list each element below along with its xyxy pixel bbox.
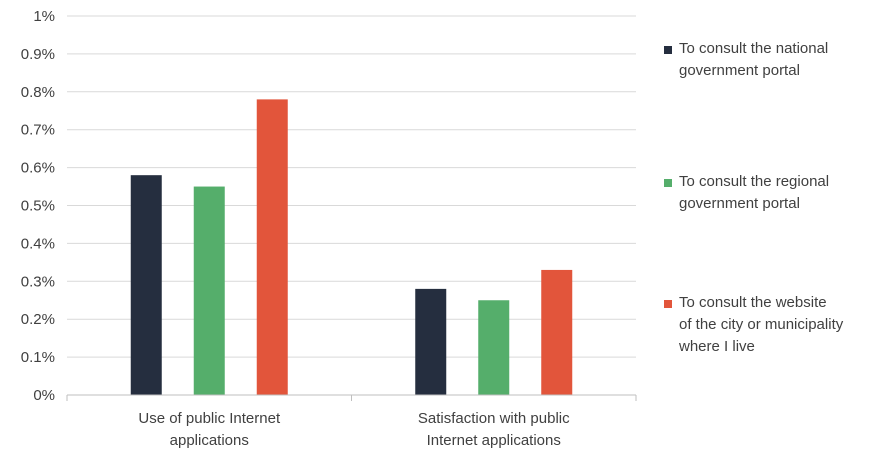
legend-item-national: To consult the national government porta…: [664, 38, 869, 82]
y-tick-label: 0.9%: [21, 46, 55, 63]
x-axis: [66, 394, 637, 401]
y-tick-label: 0.3%: [21, 273, 55, 290]
y-tick-label: 1%: [33, 8, 55, 25]
bar: [193, 186, 225, 395]
x-category-label: Satisfaction with public: [418, 410, 570, 427]
bar-chart: 0% 0.1% 0.2% 0.3% 0.4% 0.5% 0.6% 0.7% 0.8% 0.9% 1%…: [21, 8, 637, 449]
legend-label-line: To consult the website: [679, 294, 827, 311]
bar: [541, 269, 573, 395]
y-tick-label: 0.4%: [21, 235, 55, 252]
y-tick-label: 0.2%: [21, 311, 55, 328]
legend-label-line: government portal: [679, 195, 800, 212]
y-tick-label: 0.6%: [21, 160, 55, 177]
legend-label-line: where I live: [679, 338, 755, 355]
legend-swatch-municipal: [664, 300, 672, 308]
legend-label-municipal: To consult the website of the city or mu…: [679, 292, 869, 358]
y-tick-label: 0.8%: [21, 84, 55, 101]
gridlines: [67, 15, 636, 358]
legend-item-municipal: To consult the website of the city or mu…: [664, 292, 869, 358]
legend-label-line: of the city or municipality: [679, 316, 844, 333]
legend-label-line: To consult the national: [679, 40, 829, 57]
y-tick-label: 0.1%: [21, 349, 55, 366]
legend-swatch-national: [664, 46, 672, 54]
y-axis-ticks: 0% 0.1% 0.2% 0.3% 0.4% 0.5% 0.6% 0.7% 0.8% 0.9% 1%: [21, 8, 55, 404]
legend-label-line: government portal: [679, 62, 800, 79]
x-category-label: Internet applications: [427, 432, 561, 449]
legend: To consult the national government porta…: [664, 0, 869, 455]
category-labels: Use of public Internet applications Satisf…: [138, 410, 570, 449]
legend-swatch-regional: [664, 179, 672, 187]
x-category-label: Use of public Internet: [138, 410, 281, 427]
legend-label-regional: To consult the regional government porta…: [679, 171, 869, 215]
y-tick-label: 0.5%: [21, 198, 55, 215]
bar: [478, 300, 510, 395]
legend-label-national: To consult the national government porta…: [679, 38, 869, 82]
y-tick-label: 0%: [33, 387, 55, 404]
bar: [256, 99, 288, 395]
bar: [130, 175, 162, 395]
bar: [415, 288, 447, 395]
y-tick-label: 0.7%: [21, 122, 55, 139]
bars: [130, 99, 573, 395]
x-category-label: applications: [170, 432, 249, 449]
legend-item-regional: To consult the regional government porta…: [664, 171, 869, 215]
legend-label-line: To consult the regional: [679, 173, 830, 190]
